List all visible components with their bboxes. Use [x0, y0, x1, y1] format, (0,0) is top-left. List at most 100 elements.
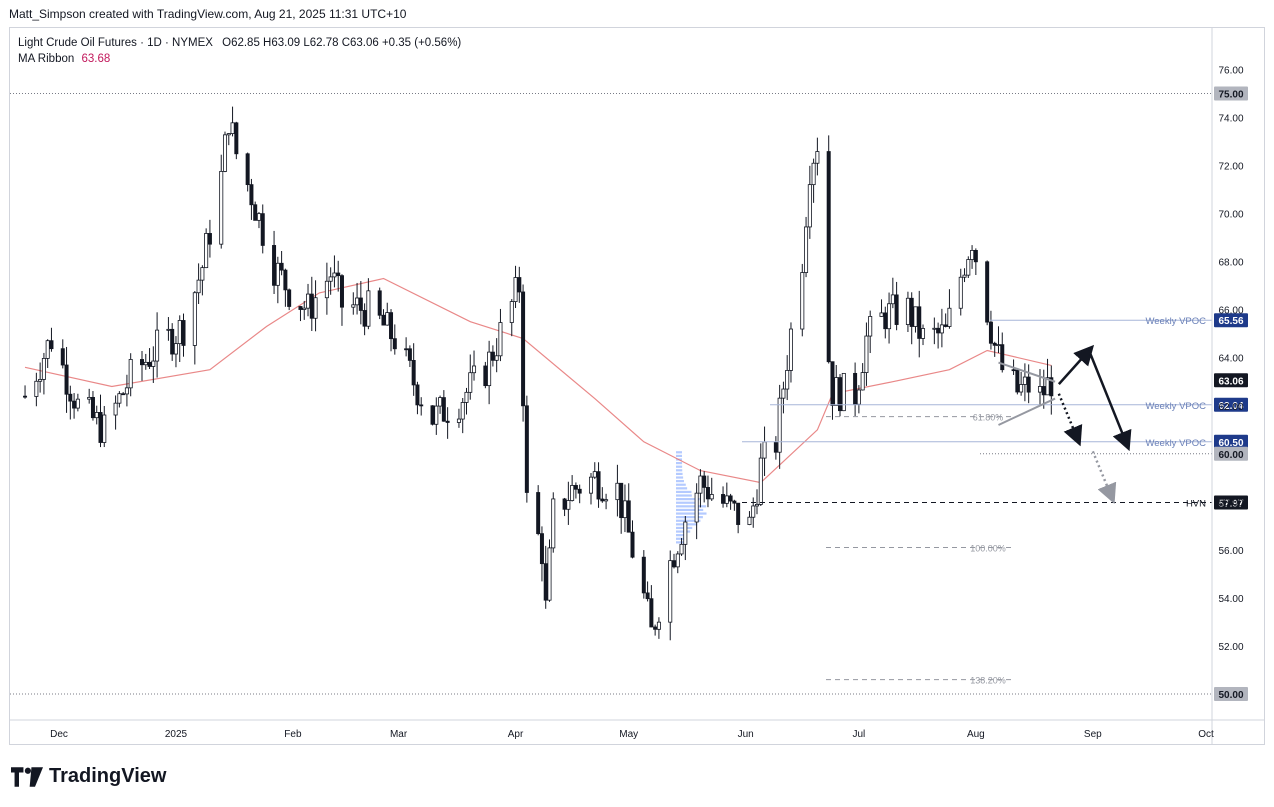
price-tag-value: 50.00: [1218, 690, 1243, 701]
candle-body: [117, 393, 122, 404]
volume-profile-bar: [676, 501, 698, 504]
ohlc-values: O62.85 H63.09 L62.78 C63.06 +0.35 (+0.56…: [222, 37, 462, 49]
candle-body: [807, 184, 812, 228]
candle-body: [921, 328, 926, 339]
price-tag-value: 75.00: [1218, 90, 1243, 101]
price-tag: [1214, 446, 1248, 461]
volume-profile-bar: [676, 508, 704, 512]
candle-body: [777, 397, 782, 453]
date-tick-label: Aug: [967, 729, 985, 740]
candle-body: [1045, 377, 1050, 396]
candle-body: [102, 414, 107, 443]
candle-body: [992, 342, 997, 346]
fibonacci-levels: 61.80% 100.00% 138.20%: [826, 413, 1012, 686]
candle-body: [705, 487, 710, 500]
projection-gray-arrow: [1091, 450, 1117, 504]
volume-profile-bar: [676, 534, 687, 537]
date-tick-label: 2025: [165, 729, 188, 740]
candle-body: [536, 492, 541, 535]
price-tick-label: 66.00: [1218, 306, 1243, 317]
candle-body: [709, 494, 714, 500]
candle-body: [124, 387, 129, 395]
candle-body: [694, 492, 699, 523]
level-price-tag: [1214, 313, 1248, 328]
candle-body: [90, 396, 95, 419]
candle-body: [747, 516, 752, 525]
candle-body: [245, 153, 250, 186]
candle-body: [483, 365, 488, 387]
candle-body: [166, 328, 171, 331]
candle-body: [592, 471, 597, 478]
weekly-vpoc-label: Weekly VPOC: [1145, 316, 1206, 327]
triangle-upper-line: [998, 361, 1056, 383]
candle-body: [894, 294, 899, 325]
candle-body: [668, 560, 673, 623]
candle-body: [1000, 344, 1005, 371]
candle-body: [815, 151, 820, 164]
candle-body: [958, 276, 963, 309]
price-tag: [1214, 86, 1248, 101]
symbol-title[interactable]: Light Crude Oil Futures · 1D · NYMEX: [18, 37, 213, 49]
candle-body: [392, 338, 397, 350]
price-tick-label: 56.00: [1218, 546, 1243, 557]
candle-body: [841, 372, 846, 412]
volume-profile-bar: [676, 469, 683, 472]
volume-profile-bar: [676, 472, 683, 476]
candle-body: [513, 277, 518, 302]
candle-body: [419, 404, 424, 407]
candle-body: [834, 377, 839, 406]
price-tick-label: 74.00: [1218, 114, 1243, 125]
candle-body: [272, 245, 277, 286]
candle-body: [498, 322, 503, 357]
level-price-tag: [1214, 434, 1248, 449]
candle-body: [249, 184, 254, 206]
candle-body: [434, 405, 439, 425]
candle-body: [811, 162, 816, 186]
candle-body: [539, 533, 544, 565]
candle-body: [45, 340, 50, 359]
candle-body: [973, 250, 978, 263]
volume-profile-bar: [676, 537, 686, 540]
price-tag: [1214, 373, 1248, 388]
candle-body: [788, 328, 793, 371]
candle-body: [626, 500, 631, 533]
candle-body: [339, 275, 344, 308]
chart-credit: Matt_Simpson created with TradingView.co…: [9, 7, 407, 21]
tradingview-logo-icon: [11, 766, 43, 787]
candle-body: [645, 592, 650, 600]
price-tick-label: 52.00: [1218, 642, 1243, 653]
volume-profile-bar: [676, 483, 686, 486]
candle-body: [464, 391, 469, 403]
candle-body: [517, 277, 522, 293]
candle-body: [1011, 369, 1016, 372]
candle-body: [226, 133, 231, 136]
candle-body: [445, 420, 450, 423]
candle-body: [313, 297, 318, 319]
candle-body: [641, 556, 646, 594]
candle-body: [649, 598, 654, 628]
ma-label[interactable]: MA Ribbon: [18, 53, 75, 65]
chart-legend: Light Crude Oil Futures · 1D · NYMEX O62…: [18, 35, 461, 67]
price-tick-label: 72.00: [1218, 162, 1243, 173]
candle-body: [441, 397, 446, 422]
candle-body: [600, 498, 605, 502]
level-lines: Weekly VPOC Weekly VPOC Weekly VPOC HVN: [742, 316, 1212, 510]
candle-body: [702, 475, 707, 488]
candle-body: [588, 476, 593, 494]
candle-body: [72, 400, 77, 409]
candle-body: [351, 304, 356, 308]
candle-body: [860, 372, 865, 391]
candle-body: [472, 365, 477, 374]
date-tick-label: Oct: [1198, 729, 1214, 740]
candle-body: [377, 290, 382, 316]
time-axis: Dec 2025 Feb Mar Apr May Jun Jul Aug Sep Oct: [10, 719, 1264, 740]
candle-body: [988, 321, 993, 344]
candle-body: [23, 395, 28, 398]
candle-body: [298, 306, 303, 310]
candle-body: [936, 327, 941, 334]
candle-body: [287, 289, 292, 307]
tradingview-logo[interactable]: TradingView: [11, 765, 166, 788]
candle-body: [140, 359, 145, 366]
candle-body: [917, 306, 922, 339]
